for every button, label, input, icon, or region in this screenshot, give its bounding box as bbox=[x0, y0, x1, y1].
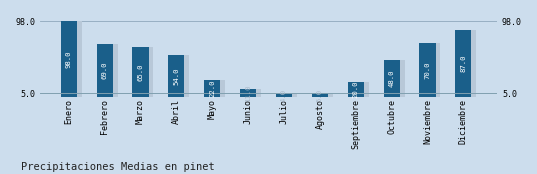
Bar bbox=[312, 93, 328, 97]
Bar bbox=[455, 30, 471, 97]
Bar bbox=[97, 44, 113, 97]
Bar bbox=[383, 60, 400, 97]
Text: 48.0: 48.0 bbox=[389, 70, 395, 87]
Text: 4.0: 4.0 bbox=[281, 89, 287, 102]
Bar bbox=[204, 80, 225, 97]
Bar bbox=[455, 30, 476, 97]
Text: 98.0: 98.0 bbox=[66, 51, 72, 68]
Bar bbox=[133, 47, 149, 97]
Bar bbox=[169, 56, 190, 97]
Text: 87.0: 87.0 bbox=[460, 55, 466, 72]
Bar bbox=[276, 94, 292, 97]
Bar bbox=[347, 82, 364, 97]
Text: Precipitaciones Medias en pinet: Precipitaciones Medias en pinet bbox=[21, 162, 215, 172]
Text: 20.0: 20.0 bbox=[353, 81, 359, 98]
Bar bbox=[204, 80, 220, 97]
Bar bbox=[61, 21, 77, 97]
Bar bbox=[419, 43, 440, 97]
Text: 22.0: 22.0 bbox=[209, 80, 215, 97]
Bar bbox=[97, 44, 118, 97]
Bar bbox=[348, 82, 369, 97]
Bar bbox=[168, 56, 184, 97]
Bar bbox=[312, 93, 333, 97]
Text: 11.0: 11.0 bbox=[245, 84, 251, 102]
Bar bbox=[419, 43, 436, 97]
Text: 69.0: 69.0 bbox=[101, 62, 107, 79]
Text: 65.0: 65.0 bbox=[137, 63, 143, 81]
Bar bbox=[133, 47, 154, 97]
Text: 70.0: 70.0 bbox=[424, 61, 431, 79]
Bar bbox=[61, 21, 82, 97]
Bar bbox=[276, 94, 297, 97]
Text: 5.0: 5.0 bbox=[317, 89, 323, 102]
Bar bbox=[240, 89, 256, 97]
Bar bbox=[383, 60, 404, 97]
Text: 54.0: 54.0 bbox=[173, 68, 179, 85]
Bar bbox=[240, 89, 261, 97]
